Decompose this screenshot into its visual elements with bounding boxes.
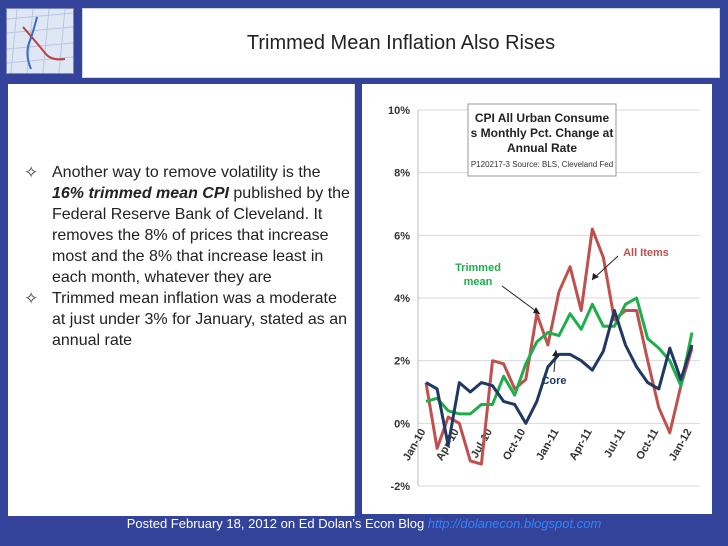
trimmed-mean-arrow — [501, 285, 541, 315]
chart-series-lines — [424, 227, 694, 466]
core-annotation: Core — [541, 375, 566, 387]
chart-panel: -2% 0% 2% 4% 6% 8% 10% Jan-10 Apr-10 Jul-10 Oct-1… — [362, 84, 712, 514]
trimmed-mean-annotation-line-2: mean — [464, 276, 493, 288]
title-bar: Trimmed Mean Inflation Also Rises — [82, 8, 720, 78]
x-tick-label: Jan-11 — [534, 427, 562, 463]
bullet-text-1-post: published by the Federal Reserve Bank of… — [52, 185, 350, 286]
all-items-series-line — [424, 227, 694, 466]
all-items-annotation: All Items — [623, 247, 669, 259]
y-axis-tick-labels: -2% 0% 2% 4% 6% 8% 10% — [388, 105, 410, 493]
x-tick-label: Jul-11 — [602, 427, 628, 460]
slide-title: Trimmed Mean Inflation Also Rises — [246, 32, 556, 54]
x-tick-label: Oct-10 — [501, 427, 529, 463]
y-tick-label: 4% — [394, 293, 410, 305]
chart-title-box: CPI All Urban Consume s Monthly Pct. Cha… — [467, 103, 617, 177]
bullet-item-2: ✧ Trimmed mean inflation was a moderate … — [20, 288, 350, 351]
footer-text: Posted February 18, 2012 on Ed Dolan’s E… — [126, 516, 425, 531]
trimmed-mean-annotation-line-1: Trimmed — [455, 262, 501, 274]
y-tick-label: 8% — [394, 168, 410, 180]
footer-blog-link[interactable]: http://dolanecon.blogspot.com — [427, 516, 602, 531]
y-tick-label: -2% — [390, 481, 410, 493]
bullet-list: ✧ Another way to remove volatility is th… — [20, 162, 350, 351]
core-arrowhead — [552, 350, 559, 357]
y-tick-label: 10% — [388, 105, 410, 117]
diamond-bullet-icon: ✧ — [24, 163, 39, 182]
corner-thumbnail-image — [6, 8, 74, 74]
bullet-text-1-emphasis: 16% trimmed mean CPI — [52, 185, 229, 202]
trimmed-mean-arrowhead — [533, 307, 540, 314]
chart-title-line-1: CPI All Urban Consume — [475, 111, 610, 125]
y-tick-label: 0% — [394, 418, 410, 430]
diamond-bullet-icon: ✧ — [24, 289, 39, 308]
footer-credit: Posted February 18, 2012 on Ed Dolan’s E… — [0, 516, 728, 536]
y-tick-label: 6% — [394, 230, 410, 242]
chart-subtitle: P120217-3 Source: BLS, Cleveland Fed — [471, 160, 613, 169]
text-panel: ✧ Another way to remove volatility is th… — [8, 84, 355, 516]
bullet-text-1-pre: Another way to remove volatility is the — [52, 164, 321, 181]
x-tick-label: Apr-11 — [567, 427, 595, 463]
thumbnail-graphic — [7, 9, 73, 73]
core-series-line — [425, 309, 694, 447]
cpi-line-chart: -2%0%2%4%6%8%10% Jan-10 Apr-10 Jul-10 Oct-1… — [388, 103, 700, 493]
bullet-item-1: ✧ Another way to remove volatility is th… — [20, 162, 350, 288]
chart-title-line-3: Annual Rate — [507, 141, 577, 155]
bullet-text-2: Trimmed mean inflation was a moderate at… — [52, 290, 347, 349]
y-tick-label: 2% — [394, 356, 410, 368]
all-items-arrowhead — [592, 273, 599, 280]
x-tick-label: Oct-11 — [634, 427, 661, 462]
chart-title-line-2: s Monthly Pct. Change at — [471, 126, 614, 140]
trimmed-mean-series-line — [425, 296, 694, 416]
x-tick-label: Jan-10 — [401, 427, 429, 463]
